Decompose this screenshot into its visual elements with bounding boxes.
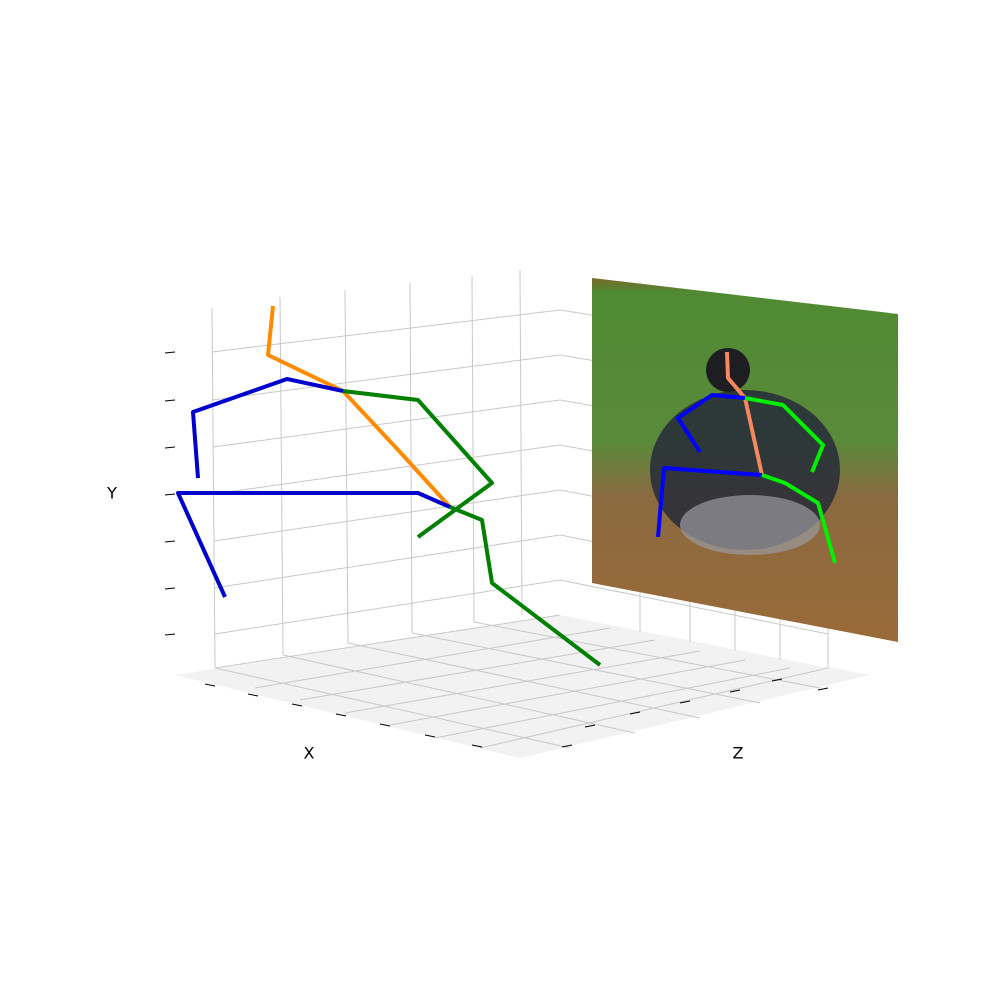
image-left-arm xyxy=(676,393,746,454)
image-spine xyxy=(725,351,764,476)
x-ticks xyxy=(204,683,573,748)
left-leg xyxy=(176,491,451,598)
image-right-arm xyxy=(744,396,825,473)
image-plane xyxy=(592,278,898,642)
grid-line-floor xyxy=(214,614,829,749)
image-right-leg xyxy=(761,473,837,564)
photo-player-legs xyxy=(680,495,820,555)
image-left-leg xyxy=(656,466,763,538)
x-axis-label: X xyxy=(304,744,315,763)
grid-line-left-vertical xyxy=(211,269,523,669)
y-ticks xyxy=(164,351,176,636)
z-axis-label: Z xyxy=(733,744,744,763)
z-ticks xyxy=(584,678,829,728)
back-wall-left xyxy=(212,270,560,668)
skeleton-3d xyxy=(176,305,602,667)
grid-line-left-horizontal xyxy=(211,309,561,635)
right-leg xyxy=(449,505,602,667)
floor-pane xyxy=(175,615,870,758)
ticks xyxy=(164,351,829,748)
left-arm xyxy=(191,377,344,479)
y-axis-label: Y xyxy=(106,484,117,503)
